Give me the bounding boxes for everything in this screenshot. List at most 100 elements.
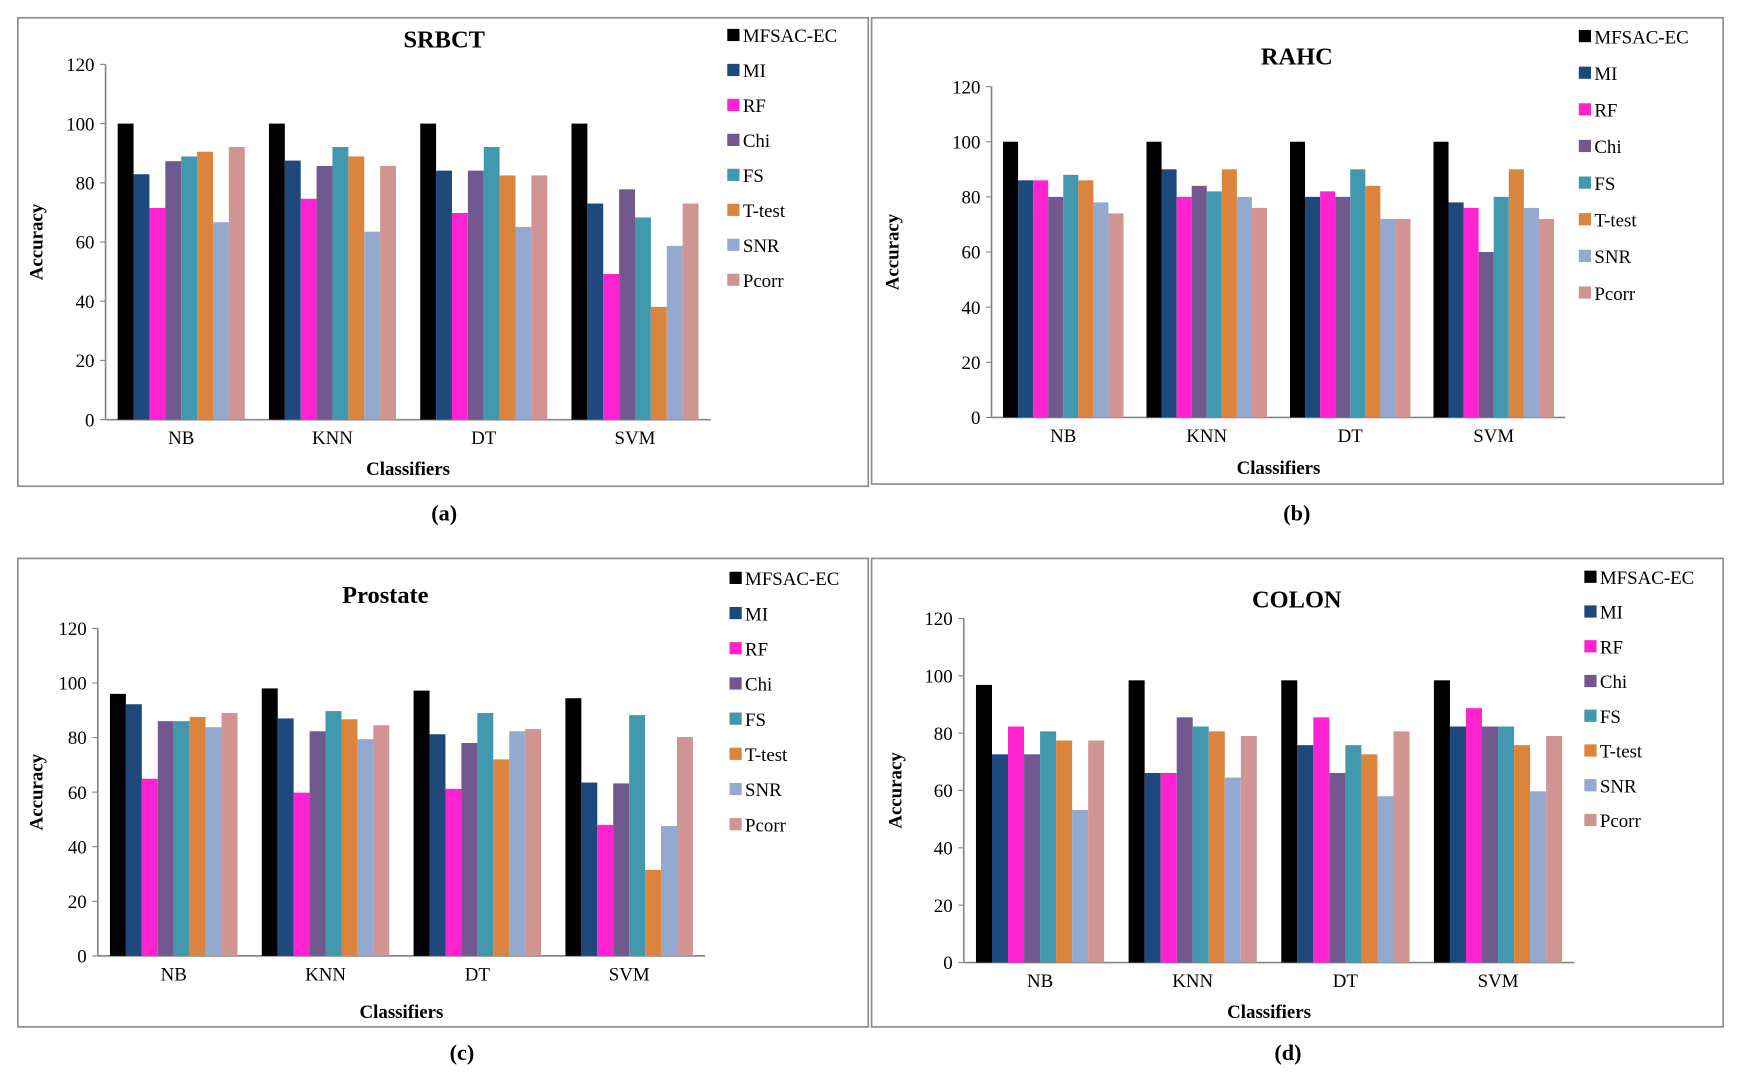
y-tick-label: 0: [943, 953, 952, 974]
bar-fs-svm: [629, 715, 646, 956]
y-tick-label: 20: [68, 892, 87, 913]
panel-caption: (a): [431, 501, 457, 526]
y-tick-label: 40: [68, 837, 87, 858]
bar-chi-svm: [1478, 252, 1494, 418]
bar-mi-nb: [125, 704, 142, 956]
bar-mi-nb: [133, 174, 150, 420]
bar-mfsac-ec-dt: [1289, 141, 1306, 418]
legend-swatch: [1584, 640, 1597, 653]
bar-mi-dt: [436, 170, 452, 420]
panel-caption: (b): [1283, 501, 1310, 526]
legend-swatch: [1584, 605, 1597, 618]
chart-panel-prostate: Prostate 0 20 40 60 80 100 120 Accuracy Classifie…: [17, 557, 870, 1028]
bar-fs-knn: [1192, 726, 1209, 963]
y-tick-label: 40: [934, 838, 953, 859]
bar-mi-dt: [1305, 196, 1321, 418]
legend-label: FS: [1594, 174, 1615, 195]
bar-fs-knn: [325, 711, 342, 956]
x-axis-label: Classifiers: [1237, 458, 1321, 479]
bar-snr-svm: [1530, 791, 1547, 963]
bar-chi-svm: [619, 189, 635, 420]
bar-t-test-svm: [645, 869, 662, 956]
legend-swatch: [1584, 709, 1597, 722]
bar-pcorr-knn: [1240, 735, 1257, 963]
bar-mi-knn: [1144, 772, 1161, 963]
bar-fs-knn: [332, 146, 349, 420]
bar-fs-svm: [1498, 726, 1515, 963]
bar-mfsac-ec-svm: [571, 123, 588, 420]
bar-rf-dt: [1320, 191, 1336, 418]
bar-mfsac-ec-dt: [420, 123, 437, 420]
bar-mfsac-ec-nb: [975, 684, 992, 963]
y-tick-label: 60: [934, 781, 953, 802]
y-tick-label: 120: [924, 609, 952, 630]
y-tick-label: 60: [962, 243, 981, 264]
legend-swatch: [1584, 779, 1597, 792]
bar-t-test-dt: [493, 759, 510, 956]
bar-snr-knn: [1224, 777, 1241, 963]
bar-rf-knn: [1160, 772, 1177, 963]
bar-chi-knn: [1191, 185, 1207, 418]
y-tick-label: 0: [85, 410, 94, 431]
bar-pcorr-knn: [1251, 207, 1268, 418]
bar-mfsac-ec-svm: [565, 698, 582, 956]
bar-fs-svm: [634, 217, 651, 420]
bar-chi-dt: [461, 742, 478, 956]
legend-label: Pcorr: [743, 271, 785, 292]
bar-rf-nb: [1033, 180, 1049, 418]
legend-swatch: [1584, 570, 1597, 583]
legend-label: T-test: [743, 201, 786, 222]
bar-chi-knn: [309, 731, 326, 956]
bar-t-test-nb: [1078, 180, 1094, 418]
legend-label: Pcorr: [1600, 811, 1642, 832]
y-tick-label: 40: [76, 292, 95, 313]
bar-fs-nb: [1063, 174, 1079, 418]
chart-title: SRBCT: [403, 27, 484, 54]
y-axis-label: Accuracy: [882, 213, 903, 290]
bar-mi-knn: [284, 160, 301, 420]
x-tick-label: DT: [471, 428, 497, 449]
legend-swatch: [729, 747, 742, 760]
bar-t-test-dt: [1361, 754, 1378, 963]
x-tick-label: NB: [168, 428, 194, 449]
bar-chi-svm: [613, 783, 630, 956]
bar-snr-svm: [666, 245, 683, 420]
x-axis-label: Classifiers: [1227, 1002, 1311, 1023]
x-tick-label: SVM: [1478, 971, 1519, 992]
x-tick-label: SVM: [615, 428, 656, 449]
legend-label: RF: [743, 96, 766, 117]
y-tick-label: 20: [76, 351, 95, 372]
legend-label: Pcorr: [1594, 284, 1636, 305]
bar-snr-dt: [1377, 796, 1394, 963]
legend-swatch: [1578, 139, 1592, 153]
bar-mfsac-ec-knn: [1128, 680, 1145, 963]
bar-snr-svm: [1523, 207, 1539, 418]
bar-mi-svm: [581, 782, 598, 956]
y-tick-label: 20: [962, 353, 981, 374]
legend-label: SNR: [743, 236, 780, 257]
x-tick-label: NB: [1050, 426, 1076, 447]
panel-caption: (d): [1274, 1040, 1301, 1065]
bar-fs-dt: [1350, 169, 1366, 418]
bar-chi-nb: [165, 161, 182, 420]
legend-label: SNR: [1594, 247, 1631, 268]
y-tick-label: 20: [934, 896, 953, 917]
y-tick-label: 40: [962, 298, 981, 319]
bar-pcorr-nb: [228, 146, 245, 420]
bar-t-test-svm: [1514, 745, 1531, 963]
bar-mfsac-ec-dt: [1281, 680, 1298, 963]
bar-snr-nb: [1093, 202, 1109, 418]
legend-swatch: [729, 606, 742, 620]
bar-snr-knn: [364, 231, 381, 420]
y-axis-label: Accuracy: [26, 203, 47, 280]
bar-t-test-dt: [1365, 185, 1381, 418]
legend-swatch: [1578, 286, 1592, 299]
y-tick-label: 120: [58, 619, 86, 640]
legend-swatch: [727, 203, 740, 216]
bar-fs-knn: [1206, 191, 1222, 418]
bar-snr-svm: [661, 825, 677, 956]
bar-mi-svm: [1448, 202, 1464, 418]
legend-label: MFSAC-EC: [743, 26, 837, 47]
x-tick-label: DT: [465, 964, 491, 985]
panel-caption: (c): [450, 1040, 475, 1065]
